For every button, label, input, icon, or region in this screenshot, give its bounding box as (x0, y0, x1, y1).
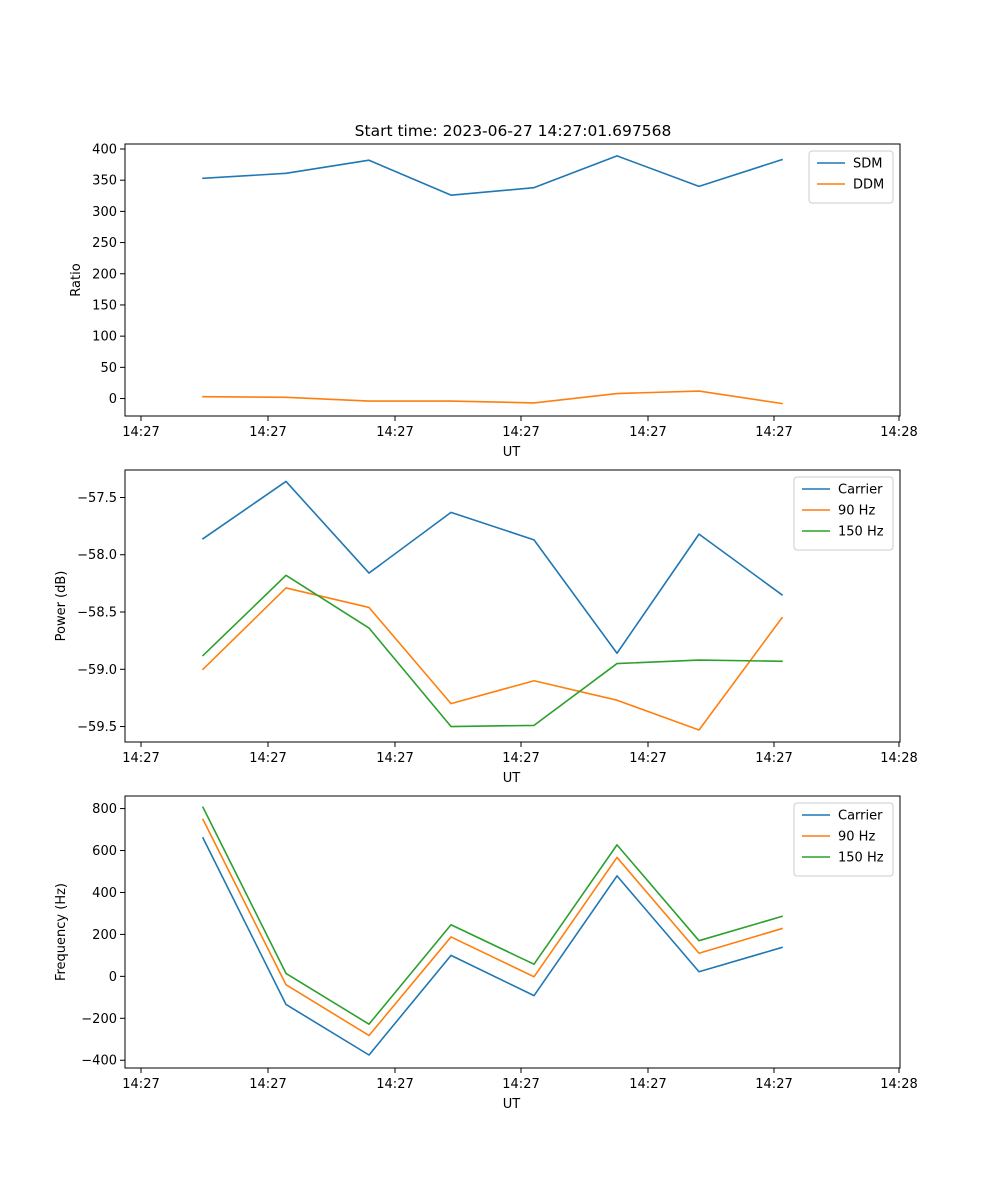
x-tick-label: 14:27 (376, 751, 413, 766)
legend-label: 90 Hz (838, 830, 875, 845)
x-tick-label: 14:27 (629, 1077, 666, 1092)
legend-label: 90 Hz (838, 504, 875, 519)
y-tick-label: 300 (92, 205, 117, 220)
x-tick-label: 14:27 (249, 425, 286, 440)
x-tick-label: 14:27 (502, 425, 539, 440)
legend-label: DDM (853, 178, 884, 193)
x-tick-label: 14:27 (122, 1077, 159, 1092)
y-tick-label: 800 (92, 802, 117, 817)
x-tick-label: 14:27 (249, 1077, 286, 1092)
legend: Carrier 90 Hz 150 Hz (793, 802, 894, 877)
y-tick-label: 400 (92, 142, 117, 157)
legend-label: 150 Hz (838, 851, 884, 866)
y-tick-label: −57.5 (77, 491, 117, 506)
chart-panel-3: 14:27 14:27 14:27 14:27 14:27 14:27 14:28 −400 −… (54, 795, 918, 1112)
chart-panel-1: 14:27 14:27 14:27 14:27 14:27 14:27 14:28 0 50 10… (69, 142, 918, 460)
legend-label: SDM (853, 157, 882, 172)
x-axis-label: UT (503, 771, 521, 786)
series-line-150-hz (201, 806, 783, 1025)
y-axis-label: Ratio (69, 263, 84, 296)
y-tick-label: −58.0 (77, 548, 117, 563)
x-tick-label: 14:27 (755, 751, 792, 766)
x-tick-label: 14:27 (122, 425, 159, 440)
x-tick-label: 14:27 (755, 1077, 792, 1092)
x-tick-label: 14:28 (880, 425, 917, 440)
x-tick-label: 14:28 (880, 751, 917, 766)
legend-label: Carrier (838, 483, 883, 498)
y-tick-label: 0 (109, 970, 117, 985)
plot-frame (124, 143, 901, 417)
y-tick-label: 150 (92, 298, 117, 313)
y-tick-label: 400 (92, 886, 117, 901)
series-line-90-hz (201, 587, 784, 731)
legend: Carrier 90 Hz 150 Hz (793, 476, 894, 551)
y-tick-label: −58.5 (77, 606, 117, 621)
series-line-carrier (201, 480, 784, 655)
y-tick-label: 350 (92, 174, 117, 189)
y-tick-label: 600 (92, 844, 117, 859)
y-axis-label: Frequency (Hz) (54, 883, 69, 981)
x-tick-label: 14:27 (755, 425, 792, 440)
y-tick-label: 250 (92, 236, 117, 251)
series-line-150-hz (201, 574, 783, 728)
plot-frame (124, 795, 901, 1069)
y-tick-label: 200 (92, 267, 117, 282)
x-tick-label: 14:27 (376, 425, 413, 440)
x-tick-label: 14:27 (122, 751, 159, 766)
y-tick-label: −400 (81, 1054, 117, 1069)
legend-label: 150 Hz (838, 525, 884, 540)
legend-box (808, 150, 894, 204)
x-tick-label: 14:27 (629, 751, 666, 766)
x-tick-label: 14:27 (249, 751, 286, 766)
x-tick-label: 14:27 (502, 1077, 539, 1092)
series-line-sdm (202, 155, 784, 196)
y-tick-label: 200 (92, 928, 117, 943)
series-line-carrier (201, 836, 783, 1056)
y-tick-label: −59.5 (77, 720, 117, 735)
y-tick-label: −59.0 (77, 663, 117, 678)
y-tick-label: 0 (109, 392, 117, 407)
x-tick-label: 14:27 (502, 751, 539, 766)
y-axis-label: Power (dB) (54, 571, 69, 642)
chart-title: Start time: 2023-06-27 14:27:01.697568 (355, 122, 672, 140)
legend-label: Carrier (838, 809, 883, 824)
x-tick-label: 14:27 (629, 425, 666, 440)
y-tick-label: 50 (100, 361, 117, 376)
x-tick-label: 14:27 (376, 1077, 413, 1092)
legend: SDM DDM (808, 150, 894, 204)
y-tick-label: −200 (81, 1012, 117, 1027)
x-axis-label: UT (503, 1097, 521, 1112)
y-tick-label: 100 (92, 330, 117, 345)
chart-panel-2: 14:27 14:27 14:27 14:27 14:27 14:27 14:28 −59.5… (54, 469, 918, 786)
series-line-ddm (202, 390, 783, 405)
series-line-90-hz (201, 818, 783, 1037)
plot-frame (124, 469, 901, 743)
x-tick-label: 14:28 (880, 1077, 917, 1092)
x-axis-label: UT (503, 445, 521, 460)
